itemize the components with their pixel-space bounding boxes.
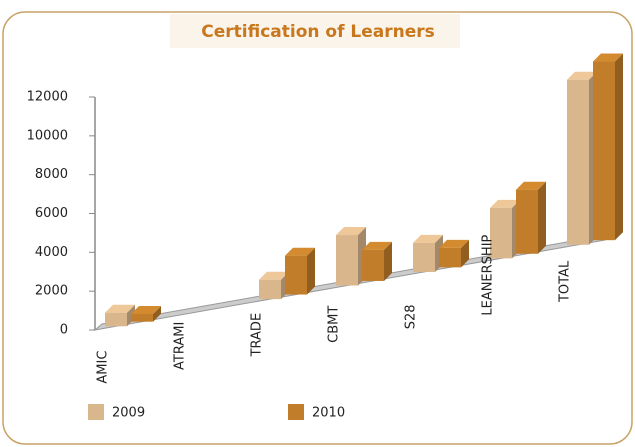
bar (336, 235, 358, 286)
y-tick-label: 2000 (35, 284, 68, 299)
bar-top (336, 227, 366, 236)
bar-side (461, 239, 469, 268)
bar-top (490, 199, 520, 208)
title-band (170, 14, 460, 48)
y-tick-label: 4000 (35, 245, 68, 260)
legend-label: 2010 (312, 406, 345, 421)
frame (2, 11, 633, 445)
x-tick-label: ATRAMI (173, 322, 188, 370)
x-tick-label: AMIC (96, 351, 111, 384)
bar-top (362, 241, 392, 250)
x-tick-label: LEANERSHIP (481, 234, 496, 315)
y-tick-label: 0 (60, 323, 68, 338)
bar-side (384, 241, 392, 281)
bar-top (105, 304, 135, 313)
bar-top (516, 181, 546, 190)
x-tick-label: CBMT (327, 306, 342, 343)
legend-label: 2009 (112, 406, 145, 421)
y-tick-label: 6000 (35, 206, 68, 221)
legend-swatch (288, 404, 304, 420)
bar (490, 207, 512, 259)
bar (413, 242, 435, 272)
bar (131, 313, 153, 322)
bar-side (307, 247, 315, 295)
bar (593, 61, 615, 241)
bar (439, 247, 461, 268)
y-tick-label: 10000 (27, 128, 68, 143)
chart-title: Certification of Learners (201, 22, 435, 42)
bar (567, 79, 589, 245)
y-tick-label: 8000 (35, 167, 68, 182)
legend-swatch (88, 404, 104, 420)
bar-top (285, 247, 315, 256)
y-tick-label: 12000 (27, 90, 68, 105)
bar-top (259, 271, 289, 280)
bar (259, 279, 281, 300)
bar (105, 312, 127, 327)
bar-top (593, 53, 623, 62)
bar-top (439, 239, 469, 248)
bar (285, 255, 307, 295)
bar-top (567, 71, 597, 80)
bar-side (153, 305, 161, 322)
bar-side (538, 181, 546, 254)
x-tick-label: TRADE (250, 313, 265, 358)
x-tick-label: S28 (404, 304, 419, 329)
bar (516, 189, 538, 254)
bar-side (615, 53, 623, 241)
bar (362, 249, 384, 281)
bar-top (131, 305, 161, 314)
x-tick-label: TOTAL (558, 260, 573, 303)
bar-top (413, 234, 443, 243)
